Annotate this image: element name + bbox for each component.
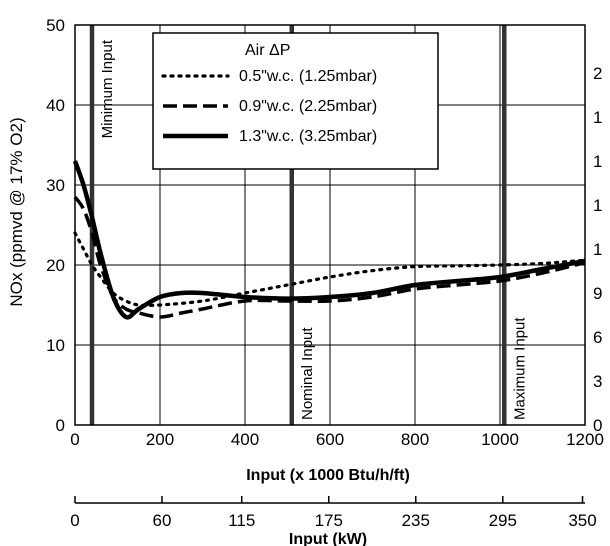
secondary-x-axis-label: Input (kW) [289,531,367,546]
secondary-tick-label: 350 [568,511,596,530]
input-marker-label: Maximum Input [511,317,528,420]
x-tick-label: 1000 [481,430,519,449]
x-tick-label: 600 [316,430,344,449]
series-lines [72,160,587,320]
right-tick-label: 0 [593,416,602,435]
right-tick-label: 9 [593,284,602,303]
y-tick-label: 30 [46,176,65,195]
right-tick-label: 1 [593,152,602,171]
x-axis-label: Input (x 1000 Btu/h/ft) [246,467,410,484]
y-tick-label: 40 [46,96,65,115]
right-tick-label: 1 [593,108,602,127]
y-tick-label: 50 [46,16,65,35]
legend: Air ΔP 0.5"w.c. (1.25mbar) 0.9"w.c. (2.25… [152,32,439,170]
y-tick-label: 10 [46,336,65,355]
x-tick-label: 800 [401,430,429,449]
input-marker-label: Minimum Input [99,39,116,138]
right-tick-label: 2 [593,64,602,83]
legend-title: Air ΔP [245,42,290,59]
right-tick-label: 1 [593,196,602,215]
secondary-tick-label: 0 [70,511,79,530]
right-tick-label: 3 [593,372,602,391]
plot-frame [74,24,586,426]
x-tick-label: 200 [146,430,174,449]
legend-item-label: 0.5"w.c. (1.25mbar) [239,68,377,85]
secondary-tick-label: 235 [402,511,430,530]
secondary-tick-label: 175 [315,511,343,530]
y-tick-label: 20 [46,256,65,275]
series-line [73,195,586,319]
series-line [72,160,586,320]
input-marker-label: Nominal Input [299,327,316,420]
tick-labels: 0 200 400 600 800 1000 12000102030405003691111… [46,16,604,530]
right-tick-label: 1 [593,240,602,259]
x-tick-label: 0 [70,430,79,449]
legend-box [152,32,439,170]
y-tick-label: 0 [56,416,65,435]
secondary-tick-label: 115 [228,511,255,530]
plot-border [74,24,586,426]
secondary-tick-label: 60 [153,511,172,530]
input-marker-lines: Minimum Input Nominal Input Maximum Input [89,25,528,425]
x-tick-label: 1200 [566,430,604,449]
x-tick-label: 400 [231,430,259,449]
secondary-tick-label: 295 [489,511,517,530]
legend-item-label: 0.9"w.c. (2.25mbar) [239,98,377,115]
right-tick-label: 6 [593,328,602,347]
legend-item-label: 1.3"w.c. (3.25mbar) [239,128,377,145]
y-axis-label: NOx (ppmvd @ 17% O2) [7,117,26,306]
